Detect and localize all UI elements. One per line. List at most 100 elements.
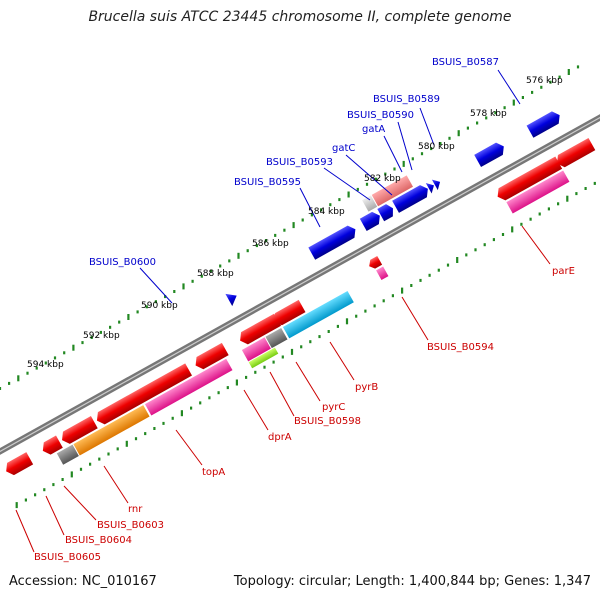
- gene-forward[interactable]: [392, 183, 431, 213]
- scale-dot: [228, 259, 231, 263]
- gene-forward[interactable]: [225, 289, 240, 307]
- scale-dot: [503, 106, 506, 110]
- scale-dot: [300, 345, 303, 349]
- scale-dot: [373, 304, 376, 308]
- gene-label[interactable]: topA: [202, 467, 225, 478]
- scale-dot: [420, 152, 424, 156]
- gene-forward[interactable]: [425, 180, 437, 194]
- gene-forward[interactable]: [474, 140, 507, 168]
- scale-dot: [24, 498, 27, 502]
- gene-label[interactable]: pyrC: [322, 402, 345, 413]
- scale-dot: [246, 249, 249, 253]
- gene-label[interactable]: rnr: [128, 504, 143, 515]
- cog-bar[interactable]: [376, 266, 389, 280]
- cog-bar[interactable]: [73, 405, 150, 456]
- cog-bar[interactable]: [241, 337, 271, 362]
- gene-label[interactable]: BSUIS_B0594: [427, 342, 494, 353]
- cog-bar[interactable]: [248, 347, 279, 369]
- cog-bar[interactable]: [362, 195, 378, 212]
- scale-major-tick: [72, 344, 75, 351]
- gene-reverse[interactable]: [271, 299, 306, 328]
- gene-label[interactable]: BSUIS_B0589: [373, 94, 440, 105]
- gene-reverse[interactable]: [39, 435, 63, 457]
- scale-dot: [144, 432, 147, 436]
- scale-dot: [89, 462, 92, 466]
- scale-dot: [494, 111, 497, 115]
- gene-reverse[interactable]: [94, 363, 193, 426]
- cog-bar[interactable]: [371, 175, 413, 207]
- scale-label: 578 kbp: [470, 109, 507, 119]
- gene-label[interactable]: gatC: [332, 143, 355, 154]
- scale-dot: [410, 284, 413, 287]
- gene-label[interactable]: BSUIS_B0605: [34, 552, 101, 563]
- scale-dot: [162, 421, 165, 425]
- gene-label[interactable]: parE: [552, 266, 575, 277]
- scale-dot: [81, 341, 84, 345]
- cog-bar[interactable]: [265, 328, 288, 349]
- gene-label[interactable]: dprA: [268, 432, 292, 443]
- scale-dot: [52, 483, 55, 487]
- scale-dot: [375, 177, 378, 181]
- scale-dot: [99, 330, 102, 334]
- scale-major-tick: [345, 318, 349, 325]
- scale-dot: [485, 116, 488, 120]
- scale-major-tick: [456, 257, 459, 263]
- scale-dot: [558, 75, 561, 79]
- scale-dot: [446, 263, 450, 267]
- lower-leader-lines: [15, 225, 551, 553]
- gene-reverse[interactable]: [494, 156, 563, 202]
- scale-major-tick: [512, 99, 515, 106]
- reverse-strand-genes: [3, 137, 596, 477]
- gene-forward[interactable]: [359, 209, 383, 231]
- gene-forward[interactable]: [431, 177, 443, 191]
- scale-label: 580 kbp: [418, 142, 455, 152]
- genome-backbone: [0, 114, 600, 455]
- topology-text: Topology: circular; Length: 1,400,844 bp…: [233, 574, 591, 589]
- gene-label[interactable]: BSUIS_B0598: [294, 416, 361, 427]
- cog-bar[interactable]: [282, 290, 354, 339]
- scale-dot-tracks: [0, 65, 596, 509]
- gene-label[interactable]: gatA: [362, 124, 385, 135]
- scale-major-tick: [15, 502, 18, 509]
- gene-reverse[interactable]: [554, 137, 596, 170]
- gene-reverse[interactable]: [192, 342, 229, 372]
- gene-label[interactable]: BSUIS_B0595: [234, 177, 301, 188]
- scale-major-tick: [292, 222, 295, 229]
- cog-bar[interactable]: [56, 444, 79, 465]
- gene-forward[interactable]: [377, 202, 396, 222]
- scale-dot: [226, 386, 229, 390]
- cog-bar[interactable]: [506, 170, 570, 214]
- cog-bar[interactable]: [144, 358, 233, 416]
- scale-label: 576 kbp: [526, 76, 563, 86]
- scale-dot: [134, 437, 138, 441]
- gene-reverse[interactable]: [237, 313, 282, 347]
- scale-dot: [255, 244, 258, 248]
- gene-reverse[interactable]: [59, 416, 98, 446]
- scale-dot: [136, 310, 139, 314]
- gene-label[interactable]: BSUIS_B0587: [432, 57, 499, 68]
- gene-forward[interactable]: [308, 223, 358, 260]
- gene-label[interactable]: BSUIS_B0590: [347, 110, 414, 121]
- gene-label[interactable]: BSUIS_B0600: [89, 257, 156, 268]
- gene-label[interactable]: BSUIS_B0604: [65, 535, 132, 546]
- gene-reverse[interactable]: [3, 452, 34, 477]
- scale-dot: [521, 96, 524, 99]
- gene-label[interactable]: pyrB: [355, 382, 378, 393]
- gene-reverse[interactable]: [367, 256, 383, 271]
- scale-label: 592 kbp: [83, 331, 120, 341]
- scale-dot: [483, 243, 486, 247]
- scale-dot: [254, 370, 257, 374]
- scale-dot: [448, 136, 451, 140]
- scale-dot: [356, 187, 359, 191]
- accession-text: Accession: NC_010167: [9, 574, 157, 589]
- gene-label[interactable]: BSUIS_B0603: [97, 520, 164, 531]
- lower-gene-labels: parE BSUIS_B0594 pyrB pyrC BSUIS_B0598 d…: [34, 266, 575, 563]
- scale-label: 590 kbp: [141, 301, 178, 311]
- scale-dot: [338, 198, 341, 202]
- scale-dot: [384, 172, 387, 176]
- scale-dot: [329, 203, 332, 207]
- gene-label[interactable]: BSUIS_B0593: [266, 157, 333, 168]
- scale-major-tick: [290, 348, 294, 355]
- scale-dot: [336, 324, 339, 328]
- gene-forward[interactable]: [526, 109, 564, 138]
